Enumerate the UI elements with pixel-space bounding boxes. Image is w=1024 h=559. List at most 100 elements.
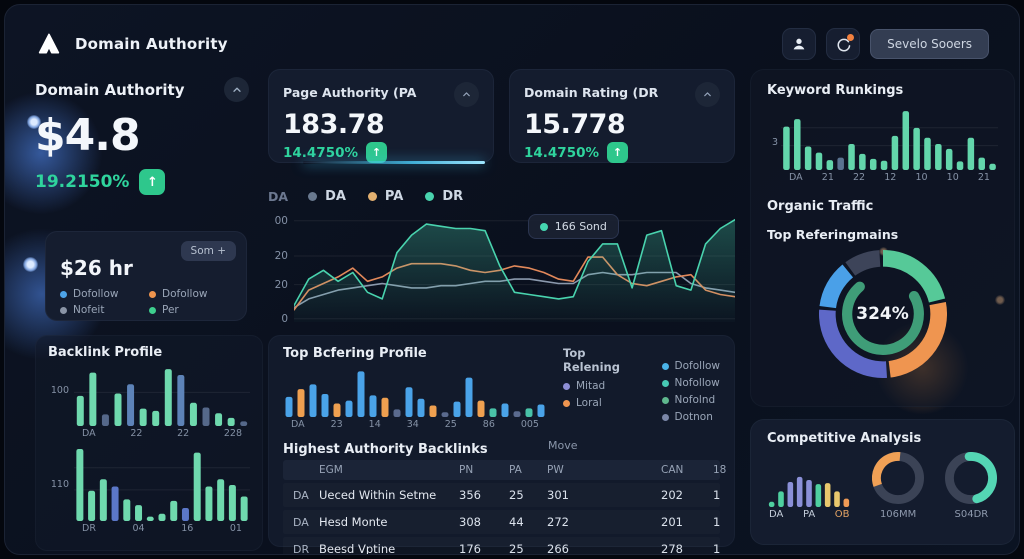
rate-card: Som + $26 hr Dofollow Dofollow Nofeit Per xyxy=(45,231,247,321)
chevron-up-icon xyxy=(704,92,711,97)
metric-value: $4.8 xyxy=(35,110,141,161)
axis-label: 14 xyxy=(368,419,381,430)
cell-value: 266 xyxy=(547,542,569,555)
collapse-button[interactable] xyxy=(454,82,479,107)
legend-item[interactable]: DA xyxy=(308,189,346,204)
legend-dot xyxy=(661,396,669,404)
axis-label: 25 xyxy=(444,419,457,430)
axis-label: DA xyxy=(789,172,803,183)
column-header: 18 xyxy=(713,464,727,476)
legend-label: Dofollow xyxy=(162,288,208,300)
referring-bar-chart xyxy=(283,367,547,417)
app-title: Domain Authority xyxy=(75,35,228,53)
collapse-button[interactable] xyxy=(695,82,720,107)
column-header: CAN xyxy=(661,464,684,476)
axis-label: DA xyxy=(769,509,784,520)
legend-dot xyxy=(563,382,570,390)
legend-items: Dofollow Nofollow Nofolnd Dotnon xyxy=(661,360,720,423)
legend-label: Mitad xyxy=(576,380,606,392)
legend-dot xyxy=(60,306,67,314)
backlink-chart-2 xyxy=(74,447,250,521)
profile-button[interactable] xyxy=(782,28,817,60)
backlinks-panel: Top Bcfering Profile DA 23 14 34 25 86 005 Top… xyxy=(268,335,735,554)
top-referring-title: Top Referingmains xyxy=(767,227,899,242)
domain-rating-card: Domain Rating (DR 15.778 14.4750% ↑ xyxy=(509,69,735,163)
legend-label: Nofollow xyxy=(674,377,720,389)
legend-dot xyxy=(367,192,377,201)
domain-authority-metric: Domain Authority $4.8 19.2150% ↑ xyxy=(35,77,249,195)
legend-label: DA xyxy=(325,189,346,204)
donut-center-value: 324% xyxy=(856,304,909,324)
column-header: PA xyxy=(509,464,522,476)
legend-prefix: DA xyxy=(268,189,289,204)
y-axis-labels: 00 20 20 0 xyxy=(268,212,294,325)
competitive-donut-2 xyxy=(945,452,998,504)
cell-name: Ueced Within Setme xyxy=(319,488,437,502)
legend-dot xyxy=(425,192,435,201)
notification-button[interactable] xyxy=(826,28,861,60)
card-title: Domain Rating (DR xyxy=(524,85,659,100)
axis-label: 01 xyxy=(229,523,242,534)
legend-label: Dofollow xyxy=(674,360,720,372)
trend-legend: DA DA PA DR xyxy=(268,189,735,204)
backlinks-table: Highest Authority Backlinks Move EGM PN PA… xyxy=(283,438,726,555)
competitive-donut-1 xyxy=(872,452,925,504)
tooltip-label: 166 Sond xyxy=(554,220,607,233)
column-header: EGM xyxy=(319,464,343,476)
cell-value: 44 xyxy=(509,515,524,529)
chevron-up-icon xyxy=(232,87,241,92)
trend-up-icon: ↑ xyxy=(607,142,629,163)
legend-dot xyxy=(661,413,669,421)
cell-value: 176 xyxy=(459,542,481,555)
axis-label: 20 xyxy=(274,250,288,262)
table-row[interactable]: DR Beesd Vptine 176 25 266 278 1 xyxy=(283,537,720,555)
legend-item: Nofolnd xyxy=(661,394,720,406)
axis-label: 12 xyxy=(884,172,897,183)
table-row[interactable]: DA Hesd Monte 308 44 272 201 1 xyxy=(283,510,720,534)
axis-label: 0 xyxy=(281,312,288,325)
legend-item: Dofollow xyxy=(661,360,720,372)
notification-badge xyxy=(847,34,855,41)
collapse-button[interactable] xyxy=(224,77,249,102)
y-axis-labels: 110 xyxy=(48,447,74,521)
axis-label: 22 xyxy=(130,428,143,439)
cell-value: 201 xyxy=(661,515,683,529)
legend-item: Nofeit xyxy=(60,304,143,316)
notification-icon xyxy=(837,38,850,51)
organic-traffic-title: Organic Traffic xyxy=(767,199,874,214)
app-logo-icon xyxy=(35,30,63,58)
axis-label: DA xyxy=(82,428,96,439)
axis-label: 00 xyxy=(274,214,288,227)
referring-profile-title: Top Bcfering Profile xyxy=(283,346,427,361)
legend-item: Per xyxy=(149,304,232,316)
cell-type: DR xyxy=(293,542,310,555)
axis-label: 21 xyxy=(977,172,990,183)
axis-label: 22 xyxy=(853,172,866,183)
page-authority-card: Page Authority (PA 183.78 14.4750% ↑ xyxy=(268,69,494,164)
keyword-bar-chart xyxy=(781,106,998,170)
backlink-profile-title: Backlink Profile xyxy=(48,345,163,360)
legend-item[interactable]: DR xyxy=(425,189,463,204)
column-header: PN xyxy=(459,464,474,476)
card-change: 14.4750% xyxy=(283,144,359,161)
legend-dot xyxy=(149,290,156,298)
sort-button[interactable]: Som + xyxy=(180,241,236,261)
competitive-bar-chart xyxy=(767,453,851,507)
legend-item: Nofollow xyxy=(661,377,720,389)
card-value: 15.778 xyxy=(524,109,626,140)
card-title: Page Authority (PA xyxy=(283,85,417,100)
legend-items: Mitad Loral xyxy=(563,380,638,409)
donut-label: S04DR xyxy=(954,509,989,520)
cell-value: 25 xyxy=(509,488,524,502)
cta-button[interactable]: Sevelo Sooers xyxy=(870,29,989,59)
cell-value: 1 xyxy=(713,488,721,502)
rate-title: $26 hr xyxy=(60,256,133,280)
table-row[interactable]: DA Ueced Within Setme 356 25 301 202 1 xyxy=(283,483,720,507)
axis-label: 04 xyxy=(132,523,145,534)
cell-value: 1 xyxy=(713,515,721,529)
legend-item[interactable]: PA xyxy=(367,189,403,204)
table-title: Highest Authority Backlinks xyxy=(283,442,488,457)
legend-dot xyxy=(149,306,156,314)
column-header: PW xyxy=(547,464,564,476)
